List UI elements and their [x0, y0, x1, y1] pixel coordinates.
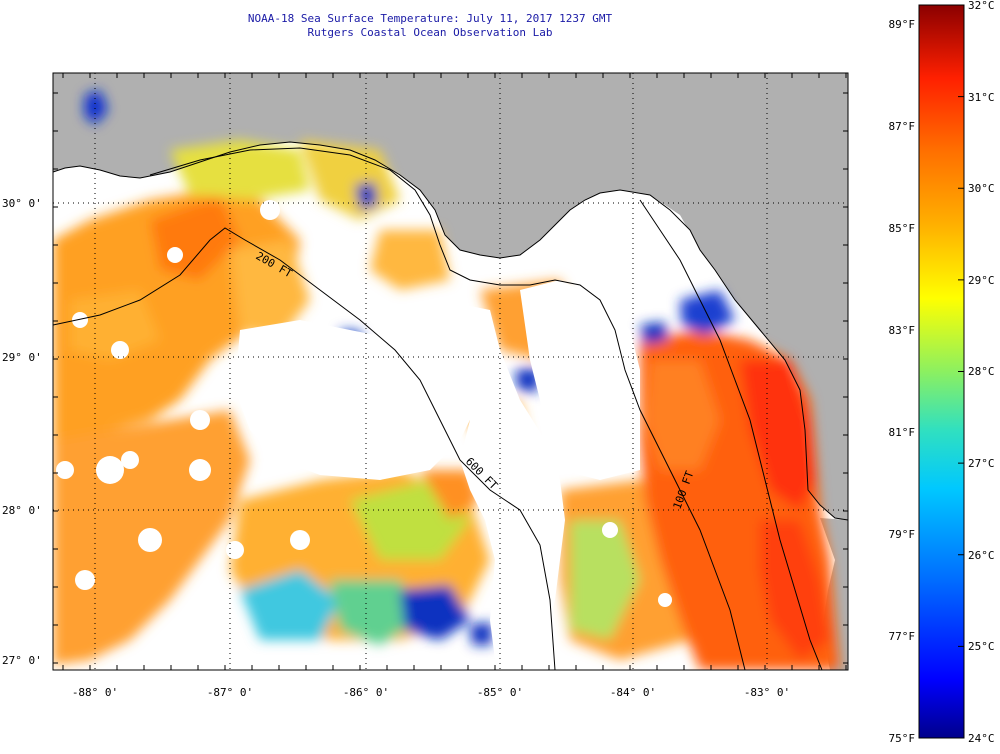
colorbar-c-28: 28°C	[968, 365, 995, 378]
land-area	[53, 73, 848, 520]
colorbar-f-75: 75°F	[889, 732, 916, 745]
colorbar-c-30: 30°C	[968, 182, 995, 195]
colorbar-c-31: 31°C	[968, 91, 995, 104]
lat-label-27: 27° 0'	[2, 654, 42, 667]
colorbar-c-24: 24°C	[968, 732, 995, 745]
map-title: NOAA-18 Sea Surface Temperature: July 11…	[247, 12, 613, 25]
colorbar-c-29: 29°C	[968, 274, 995, 287]
lat-label-28: 28° 0'	[2, 504, 42, 517]
lon-label-85: -85° 0'	[477, 686, 523, 699]
colorbar-f-87: 87°F	[889, 120, 916, 133]
contour-200ft	[149, 147, 746, 670]
colorbar-f-85: 85°F	[889, 222, 916, 235]
colorbar-c-25: 25°C	[968, 640, 995, 653]
lon-label-87: -87° 0'	[207, 686, 253, 699]
colorbar-f-89: 89°F	[889, 18, 916, 31]
colorbar-c-32: 32°C	[968, 0, 995, 12]
map-subtitle: Rutgers Coastal Ocean Observation Lab	[307, 26, 553, 39]
lon-label-86: -86° 0'	[343, 686, 389, 699]
colorbar-ticks	[958, 4, 964, 739]
colorbar-c-26: 26°C	[968, 549, 995, 562]
colorbar-f-79: 79°F	[889, 528, 916, 541]
coastline	[53, 141, 848, 521]
colorbar-f-81: 81°F	[889, 426, 916, 439]
colorbar-f-77: 77°F	[889, 630, 916, 643]
contour-600ft	[53, 227, 556, 670]
colorbar-c-27: 27°C	[968, 457, 995, 470]
lon-label-84: -84° 0'	[610, 686, 656, 699]
map-frame	[52, 72, 849, 671]
lon-label-83: -83° 0'	[744, 686, 790, 699]
no-data-coastal	[560, 190, 715, 340]
cloud-mask	[56, 200, 672, 660]
colorbar-f-83: 83°F	[889, 324, 916, 337]
colorbar	[918, 4, 965, 739]
lon-label-88: -88° 0'	[72, 686, 118, 699]
lat-label-30: 30° 0'	[2, 197, 42, 210]
contour-100ft	[639, 199, 823, 670]
axis-ticks	[53, 73, 848, 670]
lat-label-29: 29° 0'	[2, 351, 42, 364]
